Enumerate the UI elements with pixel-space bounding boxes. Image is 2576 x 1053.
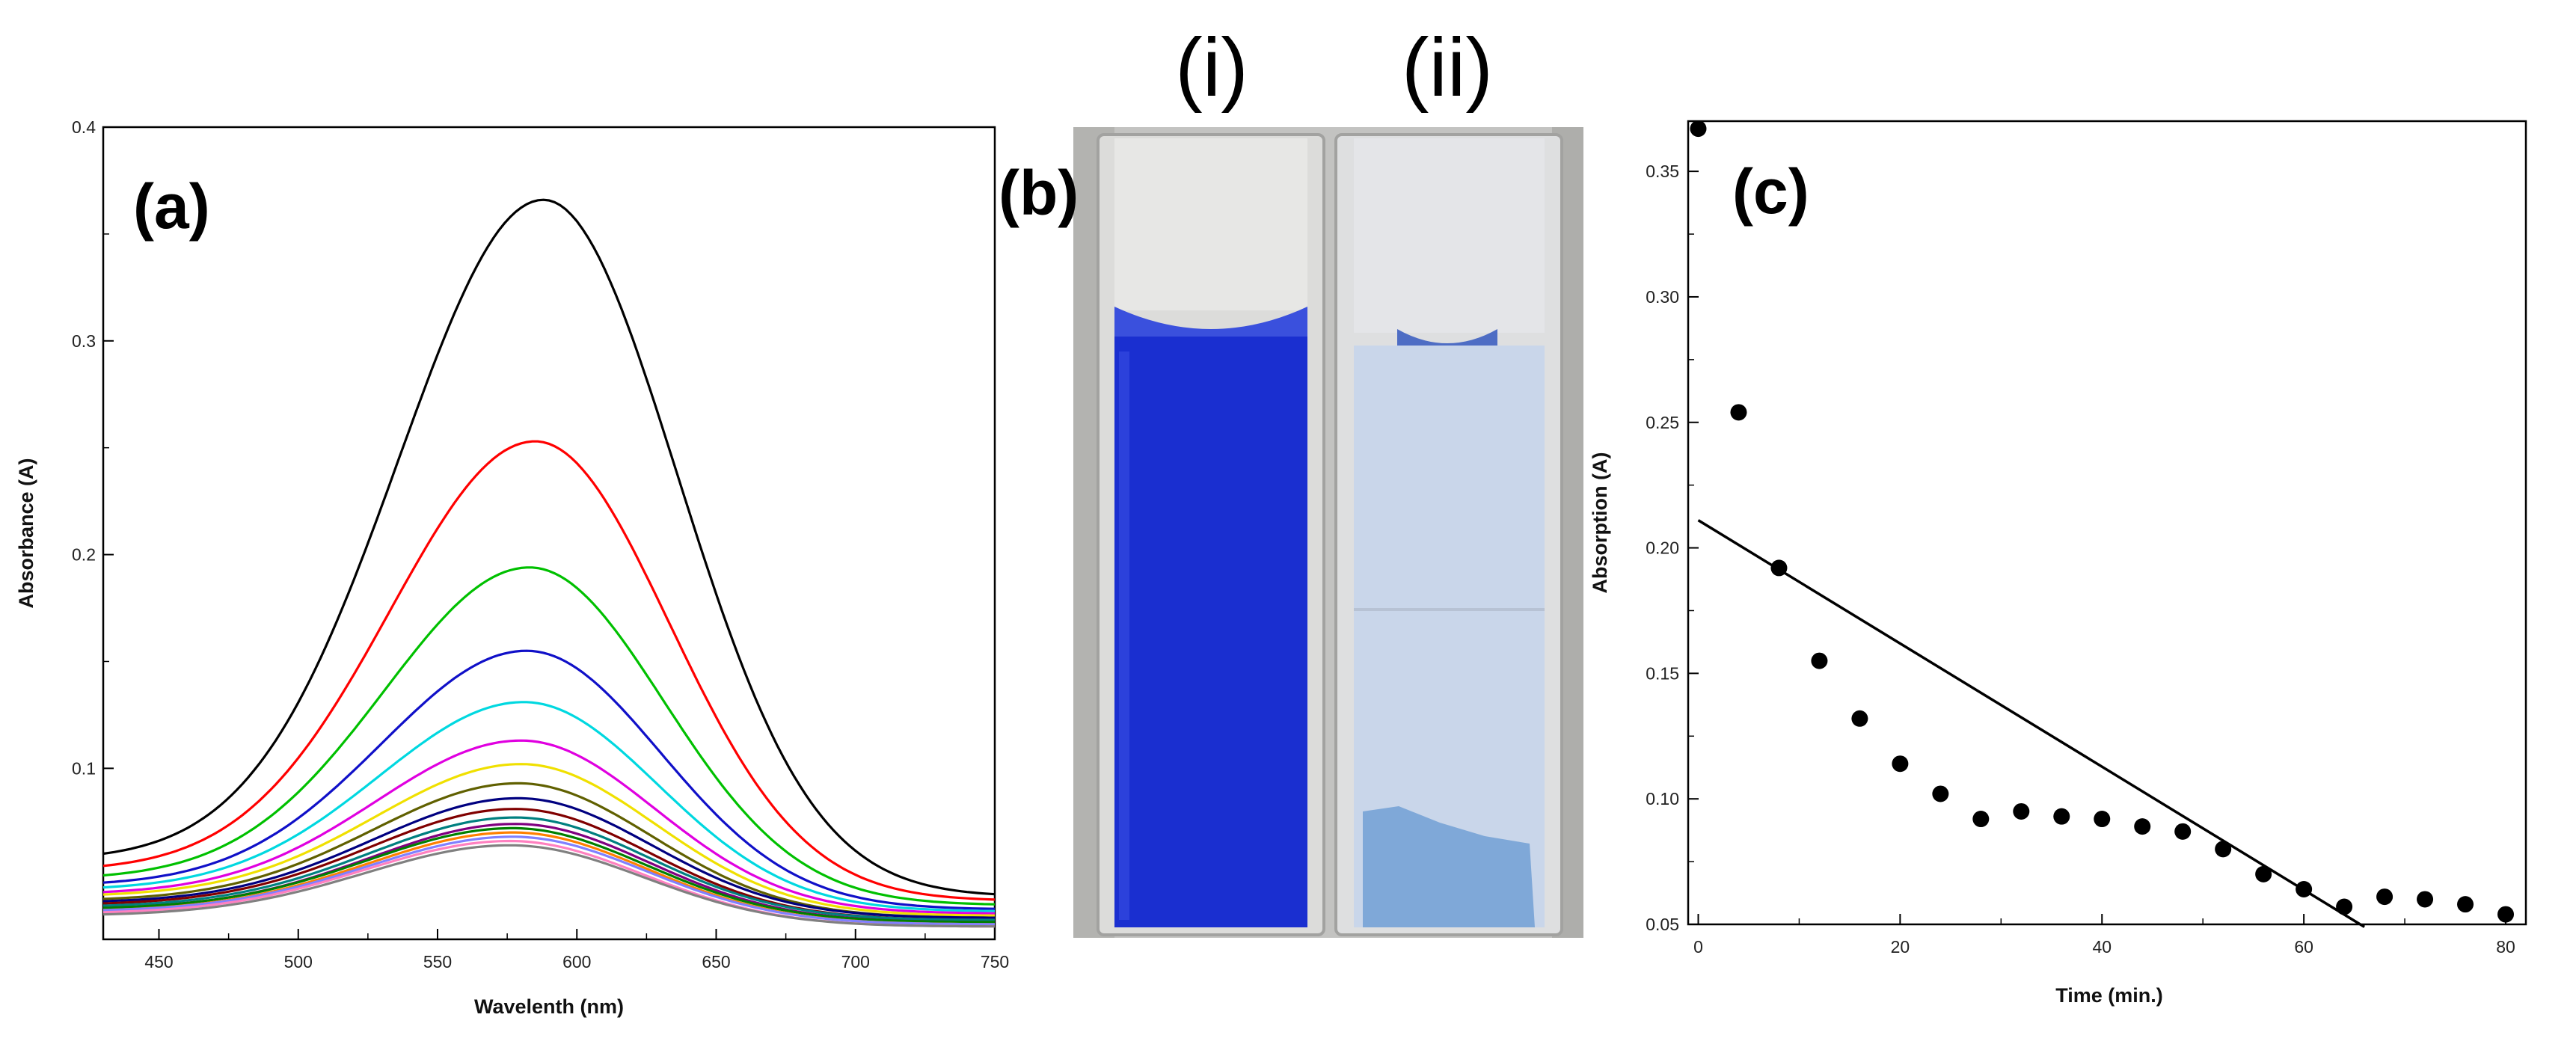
cuvette-i-solution bbox=[1114, 337, 1307, 927]
panel-a-spectrum-line bbox=[102, 844, 995, 928]
panel-c-plot-frame bbox=[1687, 120, 2527, 926]
panel-c-fit-line bbox=[1697, 519, 2366, 928]
panel-c-data-point bbox=[2417, 891, 2434, 908]
panel-c-data-point bbox=[1811, 652, 1828, 669]
panel-c-ytick-label: 0.10 bbox=[1646, 789, 1679, 808]
panel-c-data-point bbox=[2174, 823, 2192, 840]
panel-a-spectrum-line bbox=[102, 649, 996, 910]
panel-c-data-point bbox=[2013, 802, 2030, 820]
panel-b-photo: (b) (i) (ii) bbox=[999, 22, 1583, 938]
panel-c-data-point bbox=[2457, 896, 2474, 913]
panel-a-label: (a) bbox=[133, 171, 210, 242]
panel-c-data-point bbox=[2215, 841, 2232, 858]
cuvette-i bbox=[1097, 133, 1325, 936]
panel-a-ytick-label: 0.2 bbox=[72, 545, 96, 565]
panel-a-spectrum-line bbox=[102, 835, 995, 926]
panel-a-spectrum-line bbox=[102, 566, 996, 906]
panel-c-ytick-label: 0.30 bbox=[1646, 287, 1679, 307]
panel-a-ytick-label: 0.1 bbox=[72, 758, 96, 778]
panel-a-xtick-label: 550 bbox=[423, 952, 452, 971]
panel-c-data-point bbox=[1770, 559, 1788, 577]
panel-a-spectrum-line bbox=[102, 763, 996, 917]
panel-c-data-point bbox=[1892, 755, 1909, 773]
panel-a-plot-frame bbox=[102, 126, 996, 941]
panel-a-spectrum-line bbox=[102, 826, 995, 924]
panel-c-data-point bbox=[2376, 888, 2393, 906]
cuvette-ii-sediment bbox=[1363, 806, 1535, 927]
cuvette-ii-headspace bbox=[1354, 138, 1545, 333]
panel-c-ytick-label: 0.25 bbox=[1646, 413, 1679, 432]
panel-c-xtick-label: 60 bbox=[2294, 937, 2313, 957]
panel-c-data-point bbox=[2053, 808, 2070, 825]
panel-a-xtick-label: 600 bbox=[562, 952, 591, 971]
panel-c-xtick-label: 40 bbox=[2092, 937, 2112, 957]
panel-c-xtick-label: 0 bbox=[1693, 937, 1703, 957]
panel-a-xtick-label: 700 bbox=[841, 952, 870, 971]
panel-c-chart: 0 20 40 60 80 0.05 0.10 0.15 0.20 0.25 0.30 0.35 (c… bbox=[1589, 120, 2527, 1007]
panel-a-xtick-label: 650 bbox=[702, 952, 730, 971]
panel-c-data-point bbox=[1730, 404, 1747, 421]
panel-a-spectrum-line bbox=[102, 701, 996, 912]
cuvette-i-highlight bbox=[1119, 351, 1129, 920]
panel-c-points bbox=[1690, 120, 2515, 923]
cuvette-i-headspace bbox=[1114, 138, 1307, 310]
panel-c-data-point bbox=[1851, 710, 1868, 727]
panel-c-linear-fit bbox=[1697, 519, 2366, 928]
panel-c-xtick-label: 80 bbox=[2496, 937, 2515, 957]
panel-a-chart: 450 500 550 600 650 700 750 0.1 0.2 0.3 0.4 (a) Wa… bbox=[15, 117, 1009, 1018]
panel-c-data-point bbox=[2255, 865, 2272, 882]
panel-c-ylabel: Absorption (A) bbox=[1589, 452, 1611, 594]
panel-a-ylabel: Absorbance (A) bbox=[15, 458, 37, 608]
panel-a-series bbox=[102, 198, 996, 928]
panel-c-ytick-label: 0.35 bbox=[1646, 162, 1679, 181]
panel-a-ytick-label: 0.3 bbox=[72, 331, 96, 351]
panel-c-data-point bbox=[2094, 811, 2111, 828]
panel-c-ytick-label: 0.20 bbox=[1646, 538, 1679, 558]
panel-a-ytick-label: 0.4 bbox=[72, 117, 96, 137]
panel-c-label: (c) bbox=[1732, 156, 1809, 227]
panel-c-data-point bbox=[2497, 906, 2515, 923]
panel-a-spectrum-line bbox=[102, 440, 996, 901]
cuvette-ii bbox=[1334, 133, 1563, 936]
panel-c-data-point bbox=[2134, 818, 2151, 835]
panel-c-ytick-label: 0.15 bbox=[1646, 663, 1679, 683]
panel-c-data-point bbox=[1932, 785, 1949, 802]
panel-c-ytick-label: 0.05 bbox=[1646, 915, 1679, 934]
panel-a-spectrum-line bbox=[102, 739, 996, 915]
panel-c-data-point bbox=[1690, 120, 1707, 138]
panel-c-data-point bbox=[2296, 881, 2313, 898]
panel-c-xlabel: Time (min.) bbox=[2055, 984, 2163, 1007]
panel-b-label: (b) bbox=[999, 158, 1079, 228]
panel-a-xtick-label: 750 bbox=[981, 952, 1009, 971]
cuvette-ii-label: (ii) bbox=[1402, 22, 1493, 114]
panel-c-data-point bbox=[1972, 811, 1990, 828]
panel-a-ticks: 450 500 550 600 650 700 750 0.1 0.2 0.3 0.4 bbox=[72, 117, 1009, 971]
panel-c-data-point bbox=[2336, 898, 2353, 915]
panel-a-spectrum-line bbox=[102, 198, 996, 896]
panel-c-ticks: 0 20 40 60 80 0.05 0.10 0.15 0.20 0.25 0.30 0.35 bbox=[1646, 162, 2515, 957]
panel-a-spectrum-line bbox=[102, 796, 995, 919]
panel-a-xlabel: Wavelenth (nm) bbox=[474, 995, 624, 1018]
cuvette-i-label: (i) bbox=[1175, 22, 1248, 114]
panel-a-xtick-label: 500 bbox=[284, 952, 313, 971]
panel-a-xtick-label: 450 bbox=[144, 952, 173, 971]
panel-a-spectrum-line bbox=[102, 816, 996, 921]
panel-c-xtick-label: 20 bbox=[1891, 937, 1910, 957]
